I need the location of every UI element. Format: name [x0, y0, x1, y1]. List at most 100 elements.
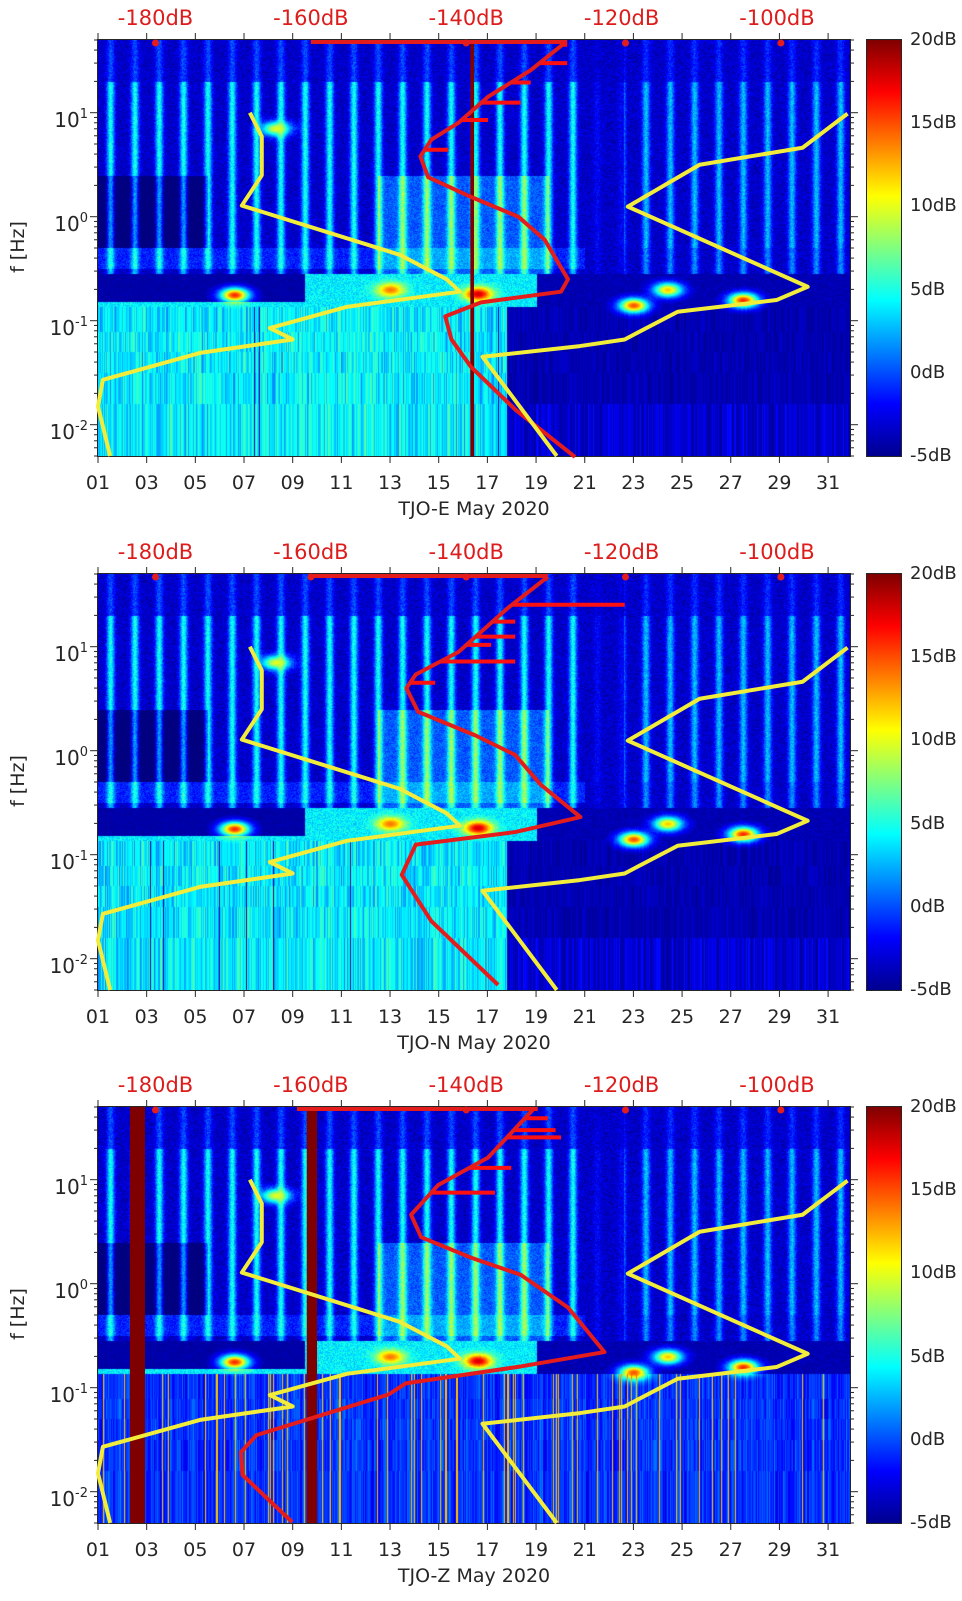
y-tick-label: 100 [20, 1276, 88, 1301]
overlay-curves [96, 1106, 849, 1525]
top-db-label: -120dB [583, 1073, 660, 1097]
colorbar-label: 20dB [910, 1096, 957, 1117]
spectrogram-panel-2: 101 100 10-1 10-2 01 03 05 07 09 11 13 15 17 19 21 23 25… [0, 534, 962, 1068]
x-tick-label: 25 [669, 1539, 695, 1561]
y-tick-base: 10 [49, 1486, 76, 1511]
red-marker [621, 39, 629, 47]
y-tick-label: 10-1 [20, 313, 88, 338]
red-marker [621, 1106, 629, 1114]
top-db-label: -100dB [739, 540, 815, 564]
x-tick-label: 09 [280, 1006, 305, 1028]
colorbar-label: 10dB [910, 729, 957, 751]
x-tick-label: 23 [621, 472, 646, 494]
x-tick-label: 19 [523, 1006, 549, 1028]
red-marker [307, 573, 315, 581]
colorbar-label: 10dB [910, 195, 957, 217]
y-tick-exponent: -2 [75, 1485, 88, 1501]
data-gap-bar [470, 40, 474, 456]
x-tick-label: 29 [767, 1539, 792, 1561]
x-axis-label: TJO-E May 2020 [398, 498, 550, 520]
colorbar [866, 573, 902, 991]
x-tick-label: 13 [377, 472, 403, 494]
spectrogram-panel-1: 101 100 10-1 10-2 01 03 05 07 09 11 13 15 17 19 21 23 25… [0, 0, 962, 534]
colorbar [866, 39, 902, 457]
yellow-curve-segment-2 [480, 112, 849, 458]
y-tick-exponent: 0 [79, 744, 88, 760]
y-tick-exponent: -1 [75, 314, 88, 330]
red-marker [462, 573, 470, 581]
x-tick-label: 27 [718, 1539, 743, 1561]
y-tick-exponent: -2 [75, 418, 88, 434]
x-tick-label: 03 [134, 472, 159, 494]
y-tick-base: 10 [54, 1174, 80, 1199]
y-axis-label: f [Hz] [7, 755, 29, 807]
top-db-label: -140dB [428, 6, 504, 30]
spectrogram-panel-3: 101 100 10-1 10-2 01 03 05 07 09 11 13 15 17 19 21 23 25… [0, 1067, 962, 1601]
data-gap-bar [306, 1107, 318, 1523]
x-tick-label: 31 [816, 1006, 841, 1028]
x-tick-label: 01 [85, 472, 111, 494]
y-tick-base: 10 [49, 315, 76, 340]
spectrogram-plot-area [96, 39, 851, 459]
y-tick-base: 10 [54, 107, 80, 132]
y-tick-exponent: 0 [79, 1277, 88, 1293]
red-marker [777, 1106, 785, 1114]
yellow-curve-segment-1 [96, 645, 462, 991]
y-tick-label: 10-1 [20, 847, 88, 872]
x-tick-label: 01 [85, 1006, 111, 1028]
overlay-curves [96, 39, 849, 459]
colorbar-label: 20dB [910, 29, 957, 50]
x-tick-label: 29 [767, 472, 792, 494]
x-tick-label: 25 [669, 472, 695, 494]
top-db-label: -100dB [739, 6, 815, 30]
y-tick-base: 10 [54, 211, 80, 236]
x-tick-label: 15 [426, 1006, 451, 1028]
y-tick-exponent: 1 [79, 640, 88, 656]
colorbar-label: -5dB [910, 1512, 952, 1533]
x-tick-label: 21 [572, 1006, 597, 1028]
x-tick-label: 03 [134, 1539, 159, 1561]
spectrogram-plot-area [96, 573, 851, 992]
colorbar-label: 0dB [910, 895, 946, 917]
y-tick-base: 10 [49, 953, 76, 978]
red-marker [462, 39, 470, 47]
y-tick-exponent: 1 [79, 106, 88, 122]
x-tick-label: 07 [231, 1006, 257, 1028]
top-db-label: -120dB [583, 6, 660, 30]
x-tick-label: 23 [621, 1539, 646, 1561]
x-tick-label: 31 [816, 1539, 841, 1561]
colorbar-label: 0dB [910, 361, 946, 383]
colorbar [866, 1106, 902, 1524]
y-tick-base: 10 [49, 1382, 76, 1407]
x-tick-label: 03 [134, 1006, 159, 1028]
yellow-curve-segment-2 [480, 646, 849, 992]
colorbar-label: 15dB [910, 646, 957, 668]
y-tick-label: 10-2 [20, 417, 88, 442]
top-db-label: -160dB [273, 1073, 349, 1097]
y-tick-base: 10 [54, 1278, 80, 1303]
x-tick-label: 05 [183, 1006, 208, 1028]
x-tick-label: 09 [280, 1539, 305, 1561]
y-tick-exponent: -1 [75, 848, 88, 864]
colorbar-label: 20dB [910, 563, 957, 584]
red-marker [777, 573, 785, 581]
x-tick-label: 15 [426, 472, 451, 494]
y-tick-label: 10-1 [20, 1380, 88, 1405]
colorbar-label: -5dB [910, 979, 952, 1000]
y-tick-label: 101 [20, 639, 88, 664]
yellow-curve-segment-1 [96, 1178, 462, 1524]
colorbar-label: -5dB [910, 445, 952, 466]
top-db-label: -180dB [117, 1073, 194, 1097]
yellow-curve-segment-1 [96, 111, 462, 457]
x-tick-label: 27 [718, 1006, 743, 1028]
x-tick-label: 11 [329, 472, 354, 494]
red-noise-model-curve [399, 575, 583, 987]
top-db-label: -160dB [273, 540, 349, 564]
colorbar-label: 5dB [910, 278, 946, 300]
x-tick-label: 17 [475, 472, 500, 494]
x-tick-label: 11 [329, 1006, 354, 1028]
x-tick-label: 31 [816, 472, 841, 494]
colorbar-label: 15dB [910, 1179, 957, 1201]
x-tick-label: 23 [621, 1006, 646, 1028]
x-tick-label: 05 [183, 472, 208, 494]
